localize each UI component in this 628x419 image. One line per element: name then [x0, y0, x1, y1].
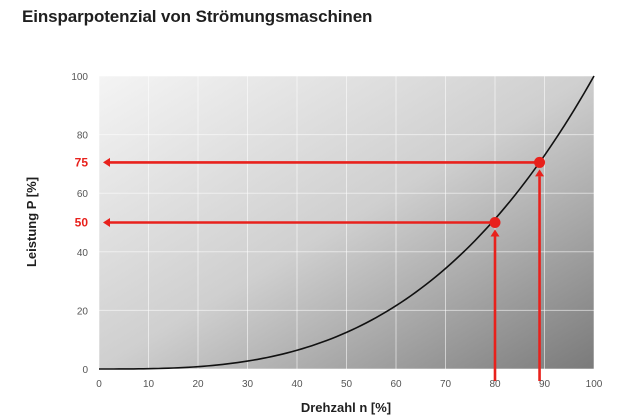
arrow-head-up: [535, 169, 545, 177]
highlight-point: [489, 217, 501, 228]
x-tick-label: 0: [96, 379, 102, 390]
x-tick-label: 30: [242, 379, 254, 390]
curve-data-point: [197, 366, 198, 367]
series-layer: [98, 75, 595, 370]
curve-data-point: [247, 360, 248, 361]
x-tick-label: 10: [143, 379, 155, 390]
highlight-y-label: 50: [75, 216, 89, 230]
curve-data-point: [395, 305, 396, 306]
curve-data-point: [346, 332, 347, 333]
chart-title: Einsparpotenzial von Strömungsmaschinen: [22, 7, 373, 26]
curve-data-point: [445, 268, 446, 269]
y-tick-label: 60: [77, 189, 89, 200]
arrow-head-left: [103, 157, 110, 167]
x-tick-label: 90: [539, 379, 551, 390]
tick-labels: 0 10 20 30 40 50 60 70 80 90 100 0 20 40 60 80 100: [71, 72, 602, 390]
x-tick-label: 80: [489, 379, 501, 390]
x-tick-label: 60: [390, 379, 402, 390]
power-curve-line: [99, 75, 595, 370]
curve-data-point: [296, 350, 297, 351]
x-tick-label: 100: [586, 379, 603, 390]
y-tick-label: 100: [71, 72, 88, 83]
x-tick-label: 40: [291, 379, 303, 390]
y-tick-label: 40: [77, 248, 89, 259]
curve-data-point: [148, 368, 149, 369]
highlight-layer: 75 50: [75, 155, 546, 381]
x-axis-label: Drehzahl n [%]: [301, 400, 391, 415]
x-tick-label: 20: [192, 379, 204, 390]
y-tick-label: 0: [82, 365, 88, 376]
arrow-head-up: [490, 229, 500, 237]
highlight-y-label: 75: [75, 155, 89, 169]
curve-data-point: [593, 75, 594, 76]
curve-data-point: [544, 155, 545, 156]
y-axis-label: Leistung P [%]: [24, 177, 39, 267]
highlight-point: [534, 156, 546, 168]
curve-data-point: [98, 368, 99, 369]
x-tick-label: 70: [440, 379, 452, 390]
y-tick-label: 20: [77, 306, 89, 317]
x-tick-label: 50: [341, 379, 353, 390]
arrow-head-left: [103, 218, 110, 227]
y-tick-label: 80: [77, 131, 89, 142]
